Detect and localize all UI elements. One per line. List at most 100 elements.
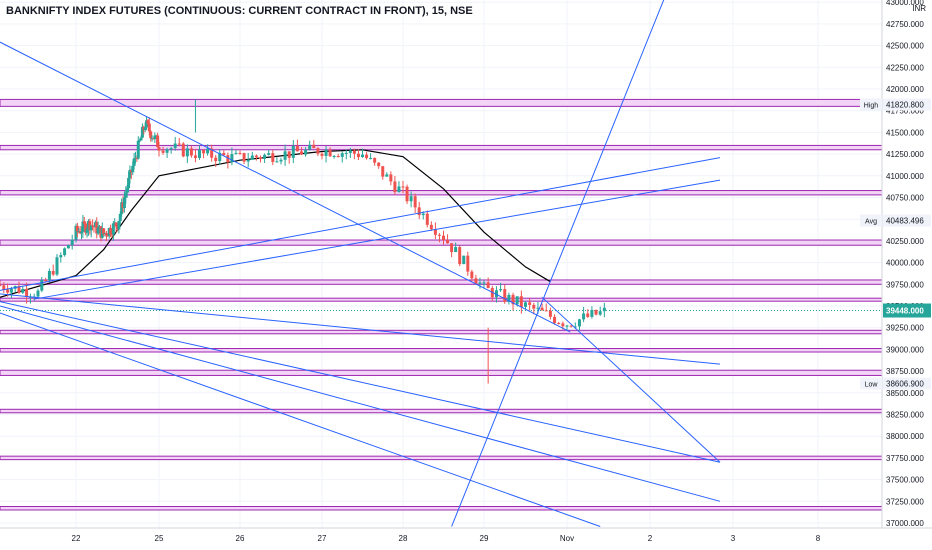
candle-88 [189,148,193,156]
candle-14 [51,270,55,275]
horizontal-zone-3[interactable] [0,239,883,246]
candle-175 [544,310,548,312]
candle-57 [125,188,129,193]
price-tick-label-8: 39000.000 [886,345,924,354]
candle-113 [291,145,295,158]
trendline-2[interactable] [0,41,571,333]
candle-81 [161,150,165,153]
time-tick-label-9: 8 [816,534,821,543]
candle-79 [156,135,160,148]
candle-173 [536,307,540,309]
candle-156 [466,255,470,272]
time-tick-label-2: 26 [236,534,245,543]
candle-142 [409,196,413,202]
price-tick-label-5: 38250.000 [886,411,924,420]
candle-85 [177,143,181,145]
candle-145 [421,213,425,216]
candle-135 [381,166,385,177]
time-tick-label-5: 29 [480,534,489,543]
price-tick-label-19: 41750.000 [886,107,924,116]
candle-89 [193,155,197,158]
candle-19 [70,239,74,246]
candle-31 [89,225,93,231]
candle-24 [80,231,84,234]
candle-157 [470,271,474,279]
trendline-4[interactable] [0,293,721,365]
candle-188 [598,311,602,315]
candle-65 [136,140,140,159]
price-tick-label-23: 42750.000 [886,20,924,29]
candle-154 [458,247,462,265]
candle-172 [532,304,536,309]
candle-99 [234,152,238,155]
candle-178 [557,323,561,325]
time-tick-label-6: Nov [560,534,574,543]
horizontal-zone-2[interactable] [0,190,883,196]
candle-55 [122,197,126,208]
candle-10 [36,290,40,297]
time-tick-label-4: 28 [399,534,408,543]
horizontal-zone-8[interactable] [0,369,883,376]
candle-40 [102,228,106,235]
candle-1 [2,285,6,290]
candle-59 [128,169,132,178]
horizontal-zone-0[interactable] [0,98,883,107]
candle-6 [21,289,25,293]
trendline-3[interactable] [541,296,721,463]
trendline-8[interactable] [451,0,667,527]
horizontal-zone-5[interactable] [0,297,883,302]
horizontal-zone-11[interactable] [0,506,883,511]
candle-104 [254,155,258,158]
candle-109 [275,161,279,163]
avg-marker-value: 40483.496 [886,217,924,226]
candle-115 [300,151,303,155]
horizontal-zone-10[interactable] [0,455,883,461]
price-tick-label-22: 42500.000 [886,42,924,51]
horizontal-zone-9[interactable] [0,408,883,414]
horizontal-zone-1[interactable] [0,144,883,151]
candle-17 [63,248,67,256]
candle-97 [226,155,230,163]
time-axis [0,528,932,550]
high-marker-tag-bg [860,98,882,111]
candle-130 [361,154,364,158]
moving-average-line [0,149,551,298]
candle-58 [127,177,131,189]
trendline-7[interactable] [0,312,601,527]
trendline-6[interactable] [0,305,721,502]
candle-174 [540,307,544,311]
candle-11 [40,280,44,291]
candle-13 [47,270,51,281]
candle-15 [55,257,59,275]
trendline-0[interactable] [0,157,721,291]
candle-139 [397,186,401,193]
candle-80 [157,147,161,151]
trendline-1[interactable] [34,179,721,300]
candle-27 [84,223,88,233]
candle-143 [413,196,417,208]
candle-108 [271,153,275,162]
candle-125 [340,153,344,157]
candle-94 [214,157,218,162]
high-marker-value-bg [883,98,931,111]
price-axis [882,0,932,550]
candle-68 [140,126,144,138]
time-tick-label-8: 3 [731,534,736,543]
time-tick-label-1: 25 [155,534,164,543]
horizontal-zone-7[interactable] [0,348,883,353]
candle-66 [138,140,142,142]
candle-114 [295,145,299,152]
candle-129 [356,153,360,158]
candle-166 [507,294,511,302]
candle-106 [263,154,267,159]
trendline-5[interactable] [0,301,721,463]
candle-70 [143,127,147,131]
candle-120 [320,153,324,156]
candle-71 [145,120,149,128]
time-tick-label-3: 27 [318,534,327,543]
candle-98 [230,154,234,163]
avg-marker-tag: Avg [865,219,877,226]
candle-12 [44,280,48,282]
